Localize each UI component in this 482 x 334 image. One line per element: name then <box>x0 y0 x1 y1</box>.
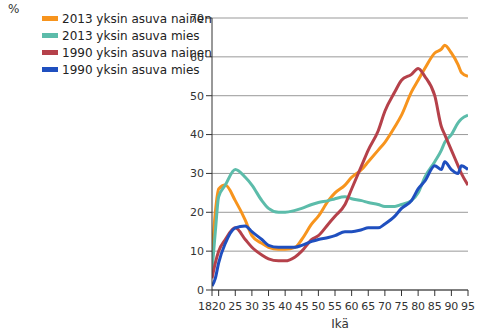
svg-text:80: 80 <box>411 300 425 313</box>
svg-text:50: 50 <box>190 90 204 103</box>
svg-text:35: 35 <box>262 300 276 313</box>
svg-text:90: 90 <box>444 300 458 313</box>
svg-text:60: 60 <box>345 300 359 313</box>
svg-text:70: 70 <box>378 300 392 313</box>
svg-text:40: 40 <box>190 128 204 141</box>
svg-text:20: 20 <box>212 300 226 313</box>
svg-text:45: 45 <box>295 300 309 313</box>
svg-text:75: 75 <box>395 300 409 313</box>
svg-text:18: 18 <box>198 300 212 313</box>
svg-text:55: 55 <box>328 300 342 313</box>
svg-text:40: 40 <box>278 300 292 313</box>
svg-text:30: 30 <box>190 167 204 180</box>
svg-text:10: 10 <box>190 245 204 258</box>
svg-text:25: 25 <box>228 300 242 313</box>
svg-text:30: 30 <box>245 300 259 313</box>
svg-text:95: 95 <box>461 300 474 313</box>
svg-text:0: 0 <box>197 284 204 297</box>
svg-text:85: 85 <box>428 300 442 313</box>
svg-text:60: 60 <box>190 51 204 64</box>
svg-text:70: 70 <box>190 12 204 25</box>
svg-text:65: 65 <box>361 300 375 313</box>
svg-text:Ikä: Ikä <box>331 317 349 331</box>
svg-text:20: 20 <box>190 206 204 219</box>
svg-text:50: 50 <box>311 300 325 313</box>
